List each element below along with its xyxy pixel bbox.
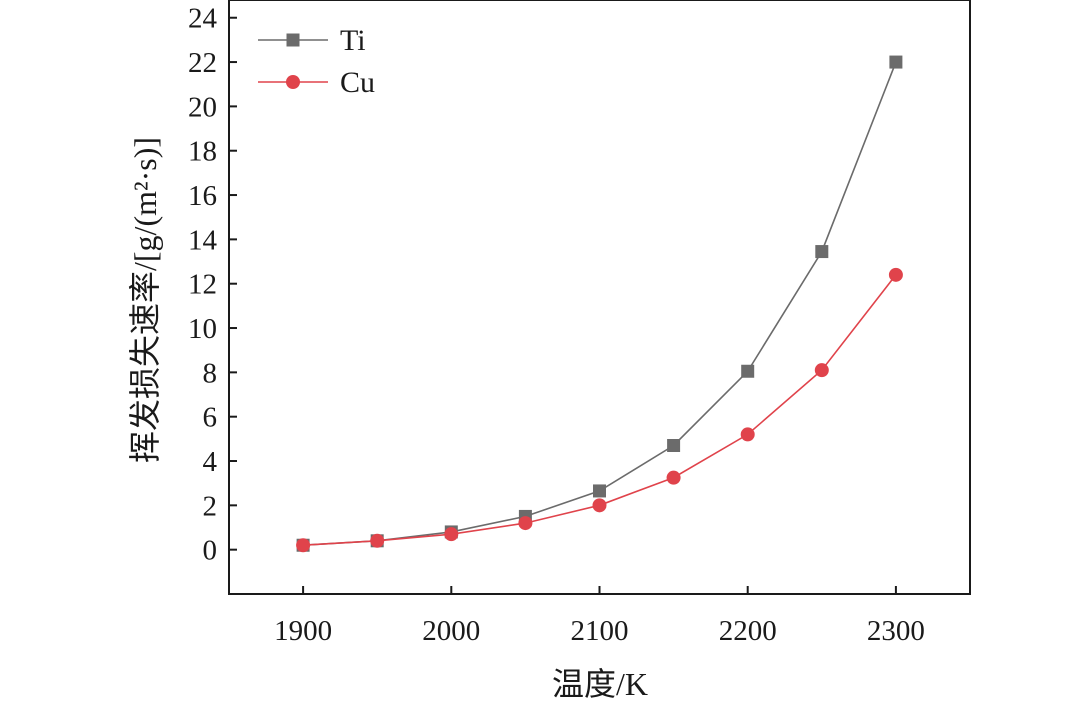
- y-tick-label: 0: [203, 535, 218, 567]
- y-tick-label: 10: [188, 313, 217, 345]
- series-cu: [296, 267, 903, 553]
- legend-item-ti: Ti: [258, 24, 366, 57]
- legend-label: Cu: [340, 66, 375, 99]
- legend-label: Ti: [340, 24, 366, 57]
- data-point-cu: [518, 516, 533, 531]
- y-axis-title: 挥发损失速率/[g/(m²·s)]: [127, 137, 163, 463]
- legend-marker-circle: [286, 75, 300, 89]
- data-point-cu: [666, 470, 681, 485]
- series-ti: [296, 55, 903, 552]
- x-tick-label: 2200: [719, 615, 777, 647]
- data-point-cu: [814, 363, 829, 378]
- data-point-cu: [592, 498, 607, 513]
- x-axis-title: 温度/K: [552, 666, 648, 702]
- y-tick-label: 2: [203, 490, 218, 522]
- y-tick-label: 22: [188, 47, 217, 79]
- series-line-ti: [303, 61, 897, 546]
- y-tick-label: 16: [188, 180, 217, 212]
- y-tick-label: 20: [188, 91, 217, 123]
- legend-item-cu: Cu: [258, 66, 375, 99]
- legend-marker-square: [286, 33, 300, 47]
- data-point-cu: [444, 527, 459, 542]
- y-tick-label: 4: [203, 446, 218, 478]
- data-point-ti: [889, 55, 903, 69]
- y-tick-label: 12: [188, 269, 217, 301]
- x-tick-label: 2000: [422, 615, 480, 647]
- legend: Ti Cu: [258, 24, 375, 99]
- x-tick-label: 2100: [571, 615, 629, 647]
- x-tick-label: 1900: [274, 615, 332, 647]
- data-point-cu: [888, 267, 903, 282]
- data-point-ti: [741, 364, 755, 378]
- y-tick-label: 18: [188, 136, 217, 168]
- x-tick-label: 2300: [867, 615, 925, 647]
- y-tick-label: 6: [203, 402, 218, 434]
- data-point-ti: [815, 245, 829, 259]
- series-layer: [296, 55, 903, 553]
- data-point-cu: [296, 538, 311, 553]
- data-point-ti: [667, 439, 681, 452]
- data-point-cu: [370, 533, 385, 548]
- y-tick-label: 14: [188, 224, 218, 256]
- y-tick-label: 8: [203, 357, 218, 389]
- data-point-ti: [593, 484, 606, 498]
- data-point-cu: [740, 427, 755, 442]
- y-tick-label: 24: [188, 3, 218, 35]
